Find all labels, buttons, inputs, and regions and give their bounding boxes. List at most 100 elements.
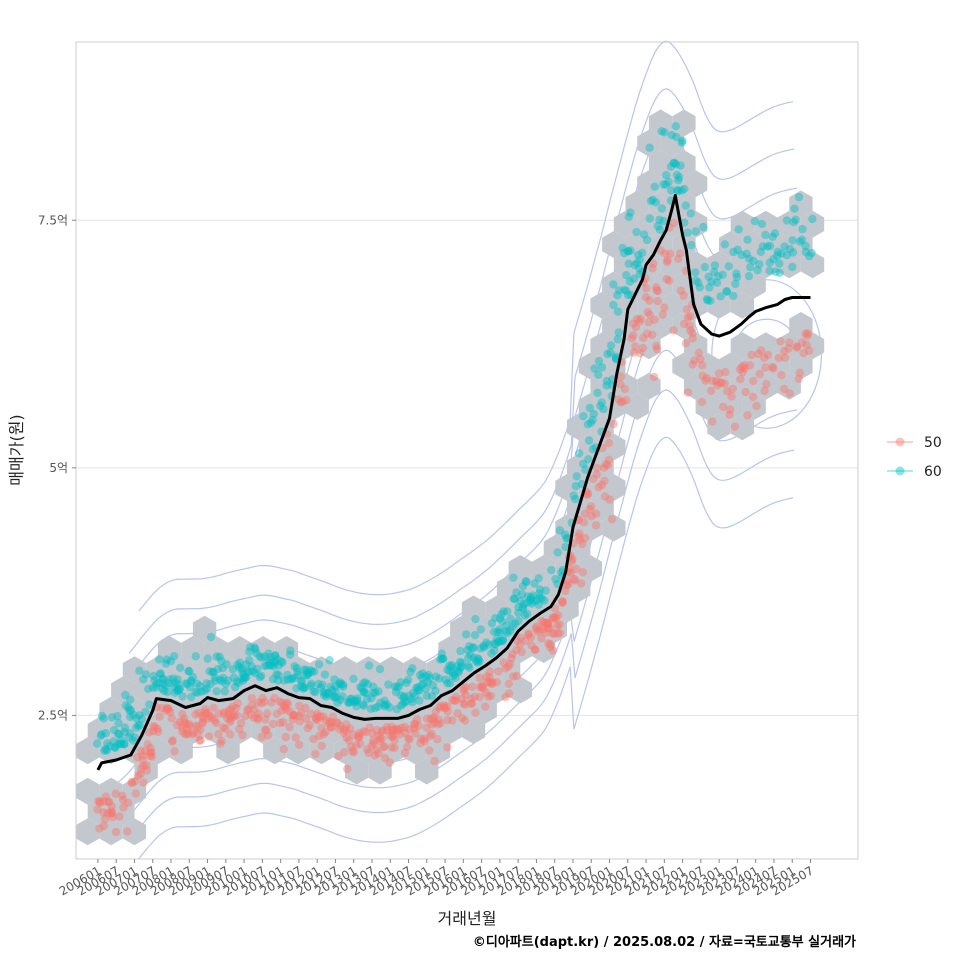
scatter-point-50 [439,703,449,712]
scatter-point-60 [370,703,380,713]
scatter-point-50 [247,710,256,719]
scatter-point-60 [680,218,689,227]
scatter-point-50 [280,703,289,712]
scatter-point-60 [421,684,430,693]
scatter-point-50 [450,696,459,705]
x-axis-title: 거래년월 [438,909,497,928]
scatter-point-60 [169,682,179,691]
hexbin [800,332,825,360]
scatter-point-50 [142,766,151,775]
scatter-point-50 [238,730,247,740]
scatter-point-50 [548,614,557,623]
legend-label: 60 [924,464,942,480]
scatter-point-60 [286,675,296,684]
scatter-point-60 [487,619,497,628]
scatter-point-60 [672,132,681,142]
scatter-point-60 [509,573,518,582]
scatter-point-50 [717,378,726,387]
scatter-point-50 [214,709,223,718]
scatter-point-50 [354,731,364,740]
scatter-point-60 [445,666,454,676]
scatter-point-50 [198,717,207,727]
scatter-point-50 [107,809,116,818]
scatter-point-60 [244,667,254,676]
hexbin [496,575,521,603]
hexbin [578,555,603,582]
hexbin [251,717,275,744]
y-tick-label: 7.5억 [38,213,68,227]
scatter-point-50 [237,719,246,728]
scatter-point-50 [257,732,266,742]
scatter-point-60 [581,465,590,474]
scatter-point-60 [521,576,531,586]
scatter-point-50 [592,470,602,479]
scatter-point-60 [457,658,467,667]
scatter-point-60 [526,596,535,605]
scatter-point-60 [681,201,690,210]
hexbin [134,676,158,704]
scatter-point-60 [206,679,215,689]
scatter-point-60 [126,729,135,738]
scatter-point-60 [620,248,629,258]
scatter-point-50 [785,338,794,347]
scatter-point-50 [355,733,364,742]
scatter-point-60 [185,683,195,692]
scatter-point-60 [572,472,581,481]
scatter-point-50 [679,319,689,329]
scatter-point-50 [207,713,217,723]
scatter-point-50 [543,618,552,627]
scatter-point-50 [180,714,189,723]
hexbin [695,393,719,420]
scatter-point-50 [486,679,495,688]
scatter-point-50 [422,723,431,732]
scatter-point-50 [402,742,412,751]
scatter-point-50 [635,317,644,326]
scatter-point-50 [303,723,312,733]
scatter-point-50 [275,697,284,706]
scatter-point-60 [622,271,631,280]
scatter-point-50 [627,334,636,343]
scatter-point-60 [494,637,504,646]
hexbin [648,109,673,137]
scatter-point-50 [461,683,471,692]
scatter-point-60 [252,649,261,658]
scatter-point-50 [226,712,235,721]
hexbin [216,656,240,684]
scatter-point-60 [609,300,618,310]
scatter-point-60 [493,627,502,637]
scatter-point-50 [393,725,403,734]
scatter-point-50 [145,748,155,757]
scatter-point-60 [154,678,163,688]
scatter-point-50 [409,720,419,729]
scatter-point-60 [193,688,202,697]
scatter-point-60 [408,698,417,707]
scatter-point-60 [300,683,309,692]
scatter-point-50 [425,746,434,755]
scatter-point-50 [161,706,171,715]
scatter-point-50 [554,611,563,620]
scatter-point-60 [339,682,348,691]
hexbin [719,352,743,380]
scatter-point-50 [492,678,501,687]
hexbin [146,656,170,684]
scatter-point-60 [551,574,560,584]
scatter-point-60 [357,684,366,693]
scatter-point-60 [463,646,472,655]
scatter-point-50 [649,372,659,382]
scatter-point-50 [784,344,793,353]
scatter-point-60 [415,670,425,680]
scatter-point-50 [385,758,394,767]
scatter-point-50 [352,741,361,750]
scatter-point-60 [385,703,394,712]
scatter-point-60 [283,675,293,684]
scatter-point-60 [186,676,196,685]
scatter-point-50 [749,376,758,386]
scatter-point-50 [99,821,109,831]
scatter-point-50 [194,708,203,717]
scatter-point-50 [182,730,191,739]
scatter-point-50 [628,319,638,328]
scatter-point-50 [243,706,252,715]
hexbin [754,372,778,400]
scatter-point-50 [614,395,623,404]
hexbin [333,737,357,765]
